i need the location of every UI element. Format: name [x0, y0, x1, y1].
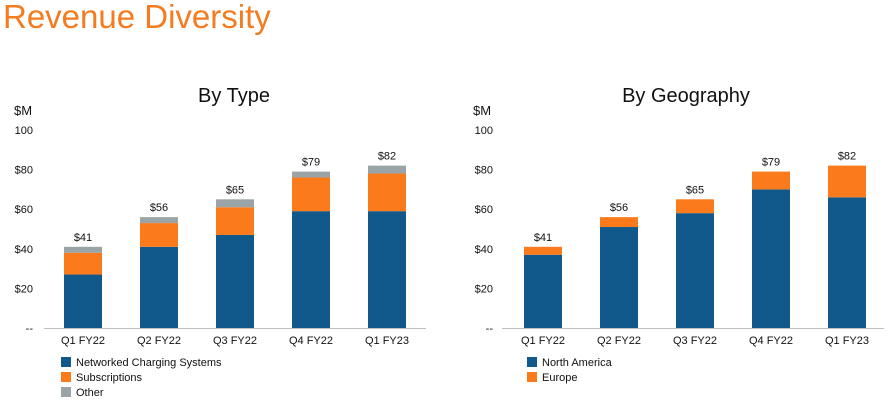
- x-tick-label: Q1 FY23: [365, 335, 409, 347]
- bar-total-label: $79: [302, 157, 320, 169]
- x-tick-label: Q1 FY22: [61, 335, 105, 347]
- legend-label: North America: [542, 357, 613, 369]
- y-tick-label: --: [26, 323, 34, 335]
- bar-total-label: $41: [74, 232, 92, 244]
- y-tick-label: $20: [15, 283, 33, 295]
- page-title: Revenue Diversity: [3, 0, 271, 35]
- y-tick-label: $60: [475, 204, 493, 216]
- y-tick-label: 100: [475, 125, 493, 137]
- bar-segment-subscriptions: [216, 207, 254, 235]
- x-tick-label: Q4 FY22: [749, 335, 793, 347]
- y-tick-label: 100: [15, 125, 33, 137]
- bar-segment-europe: [600, 217, 638, 228]
- bar-segment-north-america: [752, 189, 790, 328]
- x-tick-label: Q2 FY22: [137, 335, 181, 347]
- bar-total-label: $65: [686, 184, 704, 196]
- y-tick-label: $40: [15, 244, 33, 256]
- bar-segment-north-america: [524, 254, 562, 328]
- x-tick-label: Q3 FY22: [673, 335, 717, 347]
- bar-total-label: $65: [226, 184, 244, 196]
- bar-segment-north-america: [828, 197, 866, 328]
- bar-segment-europe: [524, 246, 562, 255]
- bar-segment-networked-charging-systems: [140, 246, 178, 328]
- legend-label: Networked Charging Systems: [76, 357, 222, 369]
- x-tick-label: Q3 FY22: [213, 335, 257, 347]
- bar-segment-networked-charging-systems: [292, 211, 330, 328]
- legend-swatch: [527, 357, 537, 367]
- bar-segment-north-america: [676, 213, 714, 328]
- bar-segment-networked-charging-systems: [216, 234, 254, 328]
- y-axis-unit-label: $M: [14, 103, 32, 118]
- legend-label: Subscriptions: [76, 372, 143, 384]
- bar-segment-other: [140, 217, 178, 224]
- bar-total-label: $79: [762, 157, 780, 169]
- chart-title: By Geography: [622, 85, 750, 107]
- legend-swatch: [61, 357, 71, 367]
- y-tick-label: $40: [475, 244, 493, 256]
- bar-segment-subscriptions: [368, 173, 406, 212]
- bar-segment-subscriptions: [140, 223, 178, 247]
- bar-segment-europe: [828, 165, 866, 198]
- bar-total-label: $56: [150, 202, 168, 214]
- x-tick-label: Q1 FY22: [521, 335, 565, 347]
- bar-total-label: $82: [378, 151, 396, 163]
- x-tick-label: Q2 FY22: [597, 335, 641, 347]
- bar-segment-networked-charging-systems: [368, 211, 406, 328]
- y-tick-label: --: [486, 323, 494, 335]
- bar-segment-subscriptions: [64, 252, 102, 275]
- y-tick-label: $20: [475, 283, 493, 295]
- legend-label: Other: [76, 387, 104, 399]
- bar-segment-networked-charging-systems: [64, 274, 102, 328]
- bar-segment-subscriptions: [292, 177, 330, 212]
- chart-title: By Type: [198, 85, 270, 107]
- y-tick-label: $80: [15, 165, 33, 177]
- legend-swatch: [61, 372, 71, 382]
- legend-swatch: [527, 372, 537, 382]
- bar-segment-other: [368, 165, 406, 174]
- bar-segment-europe: [752, 171, 790, 190]
- bar-total-label: $82: [838, 151, 856, 163]
- bar-segment-other: [64, 246, 102, 253]
- y-tick-label: $60: [15, 204, 33, 216]
- legend-label: Europe: [542, 372, 577, 384]
- x-tick-label: Q1 FY23: [825, 335, 869, 347]
- bar-segment-other: [292, 171, 330, 178]
- bar-total-label: $56: [610, 202, 628, 214]
- bar-total-label: $41: [534, 232, 552, 244]
- bar-segment-north-america: [600, 227, 638, 328]
- y-axis-unit-label: $M: [473, 103, 491, 118]
- bar-segment-europe: [676, 199, 714, 214]
- x-tick-label: Q4 FY22: [289, 335, 333, 347]
- y-tick-label: $80: [475, 165, 493, 177]
- bar-segment-other: [216, 199, 254, 208]
- legend-swatch: [61, 387, 71, 397]
